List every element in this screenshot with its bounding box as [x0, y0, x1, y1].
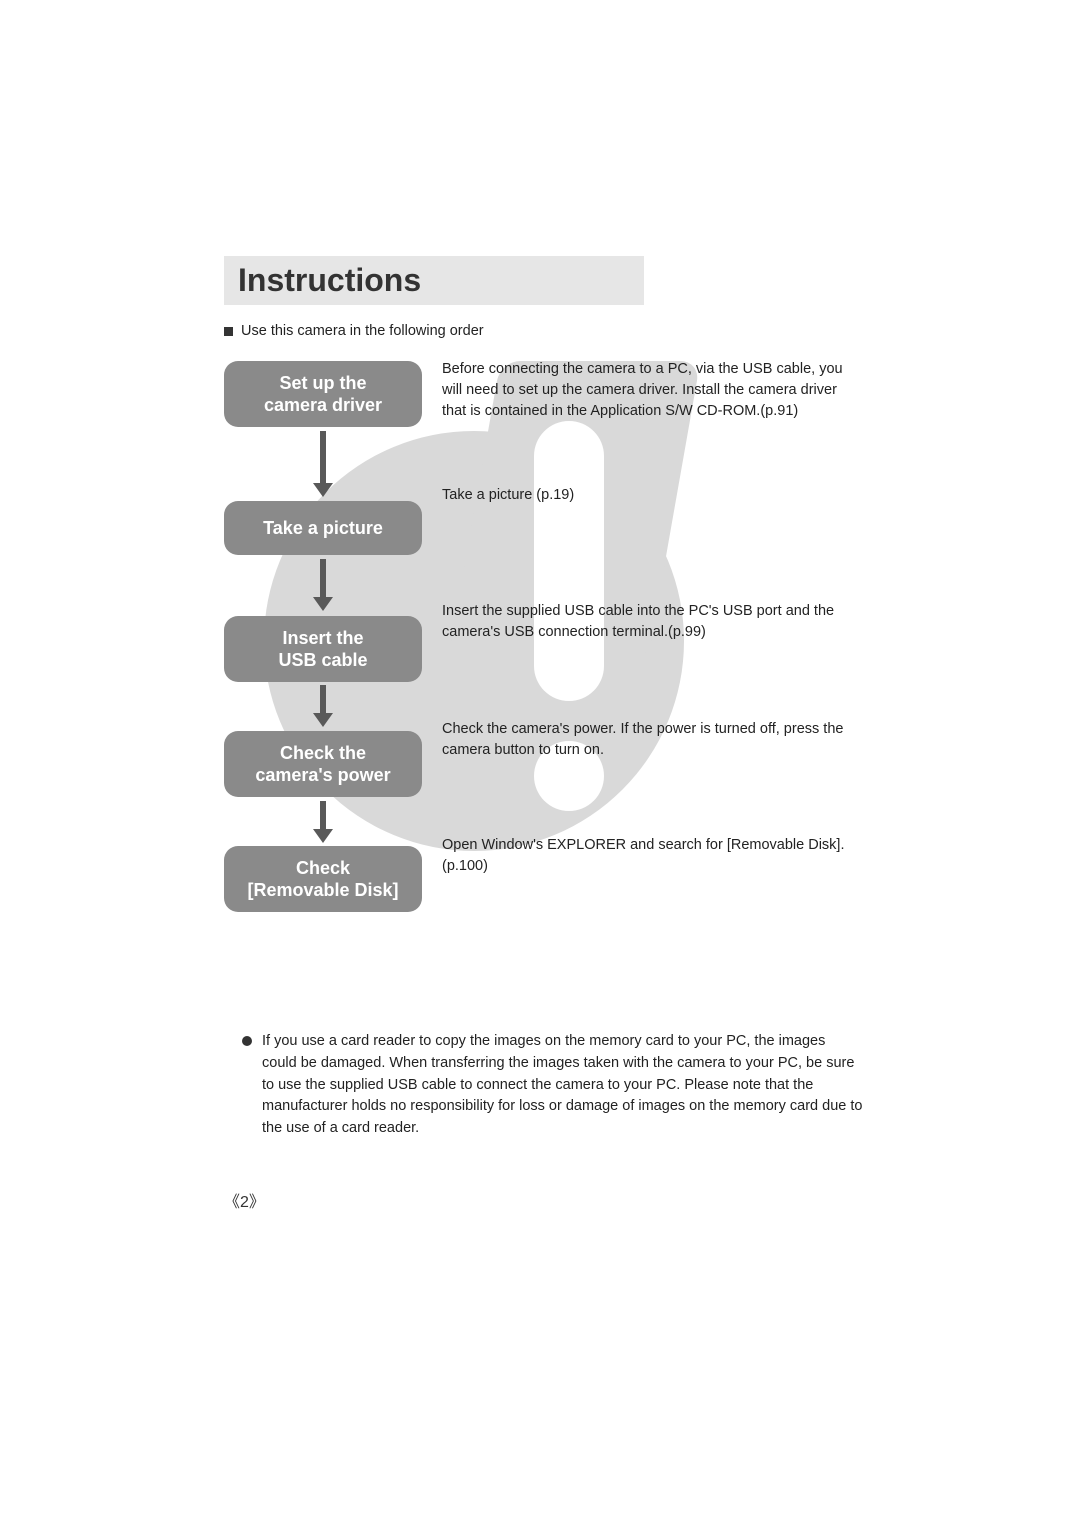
step-label: Take a picture: [263, 517, 383, 540]
arrow-down-icon: [316, 801, 330, 843]
flowchart-area: Set up the camera driver Before connecti…: [224, 361, 864, 1001]
footnote-row: If you use a card reader to copy the ima…: [224, 1031, 864, 1140]
step-label: camera driver: [264, 394, 382, 417]
step-desc: Open Window's EXPLORER and search for [R…: [442, 835, 852, 877]
step-box-check-disk: Check [Removable Disk]: [224, 846, 422, 912]
step-label: Check the: [255, 742, 390, 765]
footnote-text: If you use a card reader to copy the ima…: [262, 1031, 864, 1140]
step-box-take-picture: Take a picture: [224, 501, 422, 555]
step-label: USB cable: [278, 649, 367, 672]
intro-text: Use this camera in the following order: [241, 323, 484, 339]
arrow-down-icon: [316, 685, 330, 727]
page-number-value: 2: [240, 1194, 249, 1211]
circle-bullet-icon: [242, 1036, 252, 1046]
step-box-check-power: Check the camera's power: [224, 731, 422, 797]
square-bullet-icon: [224, 327, 233, 336]
intro-row: Use this camera in the following order: [224, 323, 864, 339]
title-bar: Instructions: [224, 256, 644, 305]
step-desc: Check the camera's power. If the power i…: [442, 719, 852, 761]
page-title: Instructions: [238, 262, 630, 299]
step-label: camera's power: [255, 764, 390, 787]
page-number: 《2》: [224, 1188, 864, 1212]
step-label: Check: [247, 857, 398, 880]
step-label: Set up the: [264, 372, 382, 395]
manual-page: Instructions Use this camera in the foll…: [224, 256, 864, 1212]
step-desc: Insert the supplied USB cable into the P…: [442, 601, 852, 643]
step-label: [Removable Disk]: [247, 879, 398, 902]
step-desc: Before connecting the camera to a PC, vi…: [442, 359, 852, 422]
arrow-down-icon: [316, 431, 330, 497]
step-desc: Take a picture (p.19): [442, 485, 852, 506]
step-box-insert-usb: Insert the USB cable: [224, 616, 422, 682]
arrow-down-icon: [316, 559, 330, 611]
step-label: Insert the: [278, 627, 367, 650]
watermark-excl-bar-icon: [534, 421, 604, 701]
step-box-setup-driver: Set up the camera driver: [224, 361, 422, 427]
